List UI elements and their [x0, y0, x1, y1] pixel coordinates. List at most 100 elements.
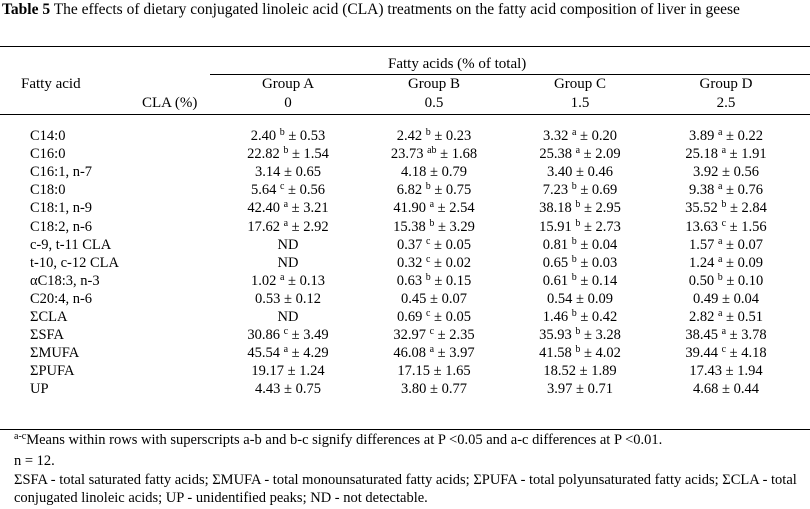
table-cell: 0.45 ± 0.07 [361, 290, 507, 308]
table-cell: 15.38 b ± 3.29 [361, 217, 507, 235]
cell-superscript: b [425, 271, 431, 283]
cell-sem: ± 0.75 [430, 182, 472, 199]
cell-mean: 2.82 [688, 308, 715, 325]
cell-sem: ± 2.35 [434, 327, 475, 344]
row-label: C18:1, n-9 [30, 200, 93, 217]
table-cell: 18.52 ± 1.89 [507, 362, 653, 380]
cell-superscript: b [571, 271, 577, 283]
cell-mean: 0.54 ± 0.09 [547, 290, 613, 307]
cell-superscript: a [283, 344, 289, 356]
cell-mean: 25.38 [539, 146, 572, 163]
table-cell: 4.18 ± 0.79 [361, 163, 507, 181]
table-cell: 4.68 ± 0.44 [653, 380, 799, 398]
row-indent [0, 362, 30, 380]
table-cell: 39.44 c ± 4.18 [653, 344, 799, 362]
table-cell: ND [215, 236, 361, 254]
header-span-label: Fatty acids (% of total) [388, 56, 527, 72]
cell-superscript: c [279, 181, 285, 193]
table-cell: 38.45 a ± 3.78 [653, 326, 799, 344]
cell-sem: ± 0.23 [430, 128, 472, 145]
cell-sem: ± 2.09 [580, 146, 621, 163]
cell-sem: ± 4.02 [580, 345, 621, 362]
cell-sem: ± 1.91 [726, 146, 767, 163]
table-cell: 42.40 a ± 3.21 [215, 199, 361, 217]
cell-mean: 1.24 [688, 254, 715, 271]
cell-superscript: a [717, 235, 723, 247]
cell-sem: ± 3.78 [726, 327, 767, 344]
cell-superscript: a [283, 217, 289, 229]
cell-mean: 30.86 [247, 327, 280, 344]
table-cell: 25.18 a ± 1.91 [653, 145, 799, 163]
table-cell: 41.90 a ± 2.54 [361, 199, 507, 217]
table-cell: 13.63 c ± 1.56 [653, 217, 799, 235]
header-cla-a: 0 [284, 95, 292, 111]
footnote-n: n = 12. [14, 453, 55, 469]
header-span-rule [210, 74, 810, 75]
cell-mean: 17.62 [247, 218, 280, 235]
cell-sem: ± 0.69 [576, 182, 618, 199]
cell-mean: 4.43 ± 0.75 [255, 381, 321, 398]
row-label: ΣCLA [30, 308, 68, 325]
table-row: C18:0 5.64 c ± 0.56 6.82 b ± 0.75 7.23 b ± … [0, 181, 799, 199]
cell-sem: ± 2.92 [288, 218, 329, 235]
row-indent [0, 254, 30, 272]
cell-superscript: b [429, 217, 435, 229]
row-indent [0, 217, 30, 235]
fatty-acid-table: C14:0 2.40 b ± 0.53 2.42 b ± 0.23 3.32 a ± … [0, 127, 799, 398]
table-cell: 1.02 a ± 0.13 [215, 272, 361, 290]
cell-mean: 3.92 ± 0.56 [693, 164, 759, 181]
cell-superscript: c [425, 307, 431, 319]
table-cell: ND [215, 254, 361, 272]
table-bottom-rule [0, 429, 810, 430]
cell-mean: 1.57 [688, 236, 715, 253]
header-group-c: Group C [553, 76, 607, 92]
row-label: ΣPUFA [30, 363, 75, 380]
header-cla-d: 2.5 [716, 95, 736, 111]
table-title: The effects of dietary conjugated linole… [50, 1, 740, 18]
cell-superscript: c [283, 326, 289, 338]
cell-sem: ± 3.21 [288, 200, 329, 217]
table-cell: 5.64 c ± 0.56 [215, 181, 361, 199]
cell-superscript: b [575, 326, 581, 338]
row-label: ΣSFA [30, 327, 64, 344]
cell-sem: ± 0.03 [576, 254, 618, 271]
cell-sem: ± 2.95 [580, 200, 621, 217]
cell-mean: 46.08 [393, 345, 426, 362]
table-cell: 9.38 a ± 0.76 [653, 181, 799, 199]
cell-mean: 0.45 ± 0.07 [401, 290, 467, 307]
cell-sem: ± 0.05 [430, 308, 472, 325]
row-indent [0, 326, 30, 344]
cell-mean: ND [277, 236, 299, 253]
row-indent [0, 127, 30, 145]
table-cell: 0.61 b ± 0.14 [507, 272, 653, 290]
cell-superscript: a [279, 271, 285, 283]
cell-superscript: ab [427, 145, 437, 157]
cell-mean: 42.40 [247, 200, 280, 217]
cell-superscript: c [721, 344, 727, 356]
cell-superscript: b [283, 145, 289, 157]
row-indent [0, 199, 30, 217]
cell-sem: ± 4.18 [726, 345, 767, 362]
table-cell: 17.43 ± 1.94 [653, 362, 799, 380]
table-cell: 2.40 b ± 0.53 [215, 127, 361, 145]
cell-mean: 32.97 [393, 327, 426, 344]
table-row: UP 4.43 ± 0.75 3.80 ± 0.77 3.97 ± 0.71 4.68 … [0, 380, 799, 398]
table-cell: 0.63 b ± 0.15 [361, 272, 507, 290]
cell-sem: ± 0.09 [722, 254, 764, 271]
top-rule [0, 46, 810, 47]
cell-mean: 2.42 [396, 128, 423, 145]
header-bottom-rule [0, 114, 810, 115]
table-row: ΣMUFA 45.54 a ± 4.29 46.08 a ± 3.97 41.58 b… [0, 344, 799, 362]
table-row: C16:0 22.82 b ± 1.54 23.73 ab ± 1.68 25.38 … [0, 145, 799, 163]
table-cell: 32.97 c ± 2.35 [361, 326, 507, 344]
table-cell: 0.69 c ± 0.05 [361, 308, 507, 326]
cell-sem: ± 3.28 [580, 327, 621, 344]
cell-mean: 25.18 [685, 146, 718, 163]
cell-sem: ± 0.14 [576, 272, 618, 289]
cell-superscript: c [425, 253, 431, 265]
table-cell: 19.17 ± 1.24 [215, 362, 361, 380]
cell-superscript: b [571, 253, 577, 265]
table-cell: 3.80 ± 0.77 [361, 380, 507, 398]
cell-mean: 3.32 [542, 128, 569, 145]
cell-mean: 9.38 [688, 182, 715, 199]
